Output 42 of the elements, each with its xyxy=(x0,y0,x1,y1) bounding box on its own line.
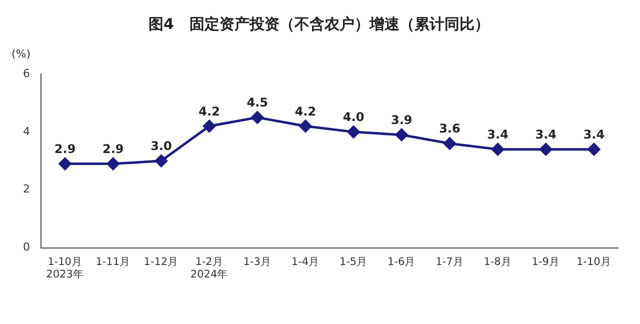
y-tick-label: 0 xyxy=(23,240,30,254)
point xyxy=(540,143,552,156)
point xyxy=(106,158,120,170)
x-tick-label: 1-10月 xyxy=(576,256,612,268)
x-tick-label: 1-6月 xyxy=(388,256,416,268)
data-label: 2.9 xyxy=(54,142,76,156)
data-label: 4.5 xyxy=(246,96,268,110)
point xyxy=(443,137,456,150)
point xyxy=(492,143,504,156)
x-tick-label: 1-5月 xyxy=(339,256,368,268)
data-label: 4.2 xyxy=(294,104,316,118)
point xyxy=(395,128,408,142)
data-label: 4.2 xyxy=(198,104,220,118)
y-axis-title: (%) xyxy=(11,47,31,60)
point xyxy=(203,120,216,132)
chart-title: 图4 固定资产投资（不含农户）增速（累计同比） xyxy=(148,14,490,33)
x-tick-label: 1-2月 2024年 xyxy=(190,256,228,280)
data-label: 3.0 xyxy=(150,139,172,154)
x-tick-label: 1-3月 xyxy=(243,256,272,268)
x-tick-label: 1-12月 xyxy=(144,256,179,268)
x-tick-label: 1-11月 xyxy=(96,256,131,268)
data-label: 3.6 xyxy=(439,122,460,136)
x-tick-label: 1-4月 xyxy=(291,256,320,268)
data-label: 3.4 xyxy=(487,127,508,142)
point xyxy=(347,126,360,138)
point xyxy=(299,120,312,132)
point xyxy=(588,143,600,156)
y-tick-label: 2 xyxy=(23,182,30,196)
data-label: 3.4 xyxy=(583,127,605,142)
y-tick-label: 6 xyxy=(23,66,30,80)
data-label: 3.9 xyxy=(390,112,412,127)
point xyxy=(154,154,168,168)
x-tick-label: 1-8月 xyxy=(484,256,512,268)
data-label: 2.9 xyxy=(102,142,124,156)
y-tick-label: 4 xyxy=(23,124,30,138)
point xyxy=(58,158,72,170)
x-tick-label: 1-9月 xyxy=(532,256,560,268)
point xyxy=(251,111,264,124)
data-label: 3.4 xyxy=(535,127,557,142)
x-tick-label: 1-7月 xyxy=(436,256,464,268)
data-label: 4.0 xyxy=(342,110,364,124)
x-tick-label: 1-10月 2023年 xyxy=(46,256,84,280)
